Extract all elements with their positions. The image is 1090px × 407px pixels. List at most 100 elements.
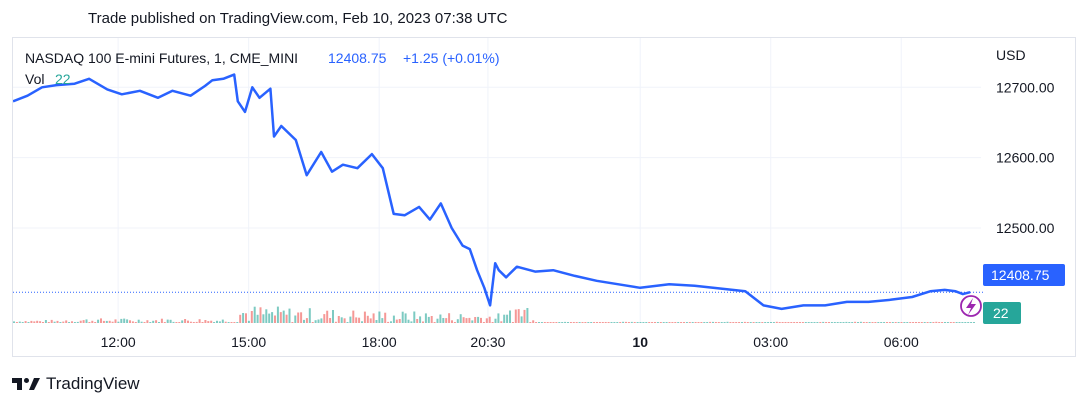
volume-bar	[651, 322, 654, 323]
volume-bar	[44, 320, 47, 323]
volume-bar	[807, 322, 810, 323]
lightning-icon[interactable]	[960, 295, 982, 317]
volume-bar	[633, 322, 636, 323]
volume-bar	[230, 322, 233, 323]
volume-bar	[761, 322, 764, 323]
volume-bar	[836, 322, 839, 323]
volume-bar	[854, 321, 857, 323]
volume-bar	[778, 322, 781, 323]
volume-bar	[256, 314, 259, 323]
volume-bar	[845, 321, 848, 323]
volume-bar	[886, 322, 888, 323]
volume-bar	[143, 322, 146, 323]
volume-bar	[717, 322, 720, 323]
volume-bar	[259, 307, 262, 323]
volume-bar	[961, 322, 964, 323]
volume-bar	[944, 322, 946, 323]
volume-bar	[201, 322, 204, 323]
volume-bar	[567, 322, 569, 323]
volume-bar	[250, 311, 253, 323]
volume-bar	[207, 321, 210, 323]
price-tag-label: 12408.75	[991, 267, 1050, 283]
volume-bar	[683, 322, 685, 323]
volume-bar	[825, 322, 828, 323]
volume-bar	[39, 321, 42, 323]
volume-bar	[932, 322, 935, 323]
volume-bar	[810, 322, 813, 323]
volume-bar	[76, 321, 79, 323]
volume-bar	[477, 316, 480, 323]
volume-bar	[15, 322, 18, 323]
volume-bar	[946, 322, 949, 323]
volume-bar	[636, 322, 639, 323]
x-tick-label: 18:00	[362, 334, 397, 350]
volume-bar	[175, 322, 178, 323]
volume-bar	[221, 319, 224, 323]
volume-bar	[453, 322, 456, 323]
volume-tag	[983, 302, 1021, 324]
volume-bar	[848, 322, 851, 323]
volume-bar	[111, 321, 114, 323]
x-axis: 12:00 15:00 18:00 20:30 10 03:00 06:00	[101, 334, 919, 350]
volume-bar	[102, 320, 105, 323]
volume-bar	[352, 310, 355, 323]
volume-bar	[366, 315, 369, 323]
volume-bar	[726, 321, 729, 323]
volume-bar	[33, 321, 36, 323]
volume-bar	[105, 320, 108, 323]
x-tick-label: 15:00	[231, 334, 266, 350]
x-tick-label: 06:00	[884, 334, 919, 350]
volume-bar	[71, 321, 73, 323]
volume-bar	[729, 322, 732, 323]
volume-bar	[958, 322, 961, 323]
volume-bar	[94, 322, 97, 323]
volume-bar	[410, 321, 413, 323]
volume-bar	[691, 322, 694, 323]
volume-bar	[184, 319, 187, 323]
volume-bar	[416, 319, 419, 323]
volume-bar	[587, 322, 590, 323]
volume-bar	[88, 322, 91, 323]
volume-bar	[265, 309, 268, 323]
volume-bar	[712, 321, 714, 323]
volume-bar	[337, 316, 340, 323]
volume-bar	[181, 320, 184, 323]
volume-bar	[677, 322, 680, 323]
volume-bar	[903, 322, 906, 323]
volume-bar	[204, 320, 207, 323]
volume-bar	[13, 321, 15, 323]
volume-bar	[276, 306, 279, 323]
volume-bar	[436, 318, 439, 323]
volume-bar	[610, 322, 613, 323]
brand-name: TradingView	[46, 374, 140, 393]
volume-bar	[630, 321, 633, 323]
volume-bar	[520, 316, 523, 323]
volume-bar	[129, 320, 131, 323]
volume-bar	[973, 322, 975, 323]
y-tick-label: 12600.00	[996, 150, 1055, 166]
volume-bar	[68, 322, 71, 323]
volume-bar	[648, 322, 651, 323]
volume-bar	[775, 321, 778, 323]
volume-bar	[598, 322, 601, 323]
volume-bar	[187, 320, 189, 323]
chart-frame[interactable]: 12500.00 12600.00 12700.00 12:00 15:00 18:00…	[12, 37, 1076, 357]
volume-bar	[891, 322, 894, 323]
volume-bar	[894, 322, 897, 323]
volume-bar	[665, 322, 668, 323]
volume-bar	[56, 320, 59, 323]
volume-bar	[334, 321, 337, 323]
volume-bar	[189, 321, 192, 323]
volume-bar	[123, 318, 126, 323]
volume-bar	[799, 322, 801, 323]
volume-bar	[279, 312, 282, 323]
volume-bar	[474, 317, 477, 323]
volume-bar	[468, 317, 471, 323]
volume-bar	[82, 320, 85, 323]
volume-bar	[300, 312, 303, 323]
volume-bar	[697, 322, 700, 323]
price-chart[interactable]: 12500.00 12600.00 12700.00 12:00 15:00 18:00…	[13, 38, 1077, 358]
tradingview-logo-icon[interactable]	[12, 376, 40, 392]
volume-bar	[413, 311, 416, 323]
volume-bar	[294, 315, 297, 323]
